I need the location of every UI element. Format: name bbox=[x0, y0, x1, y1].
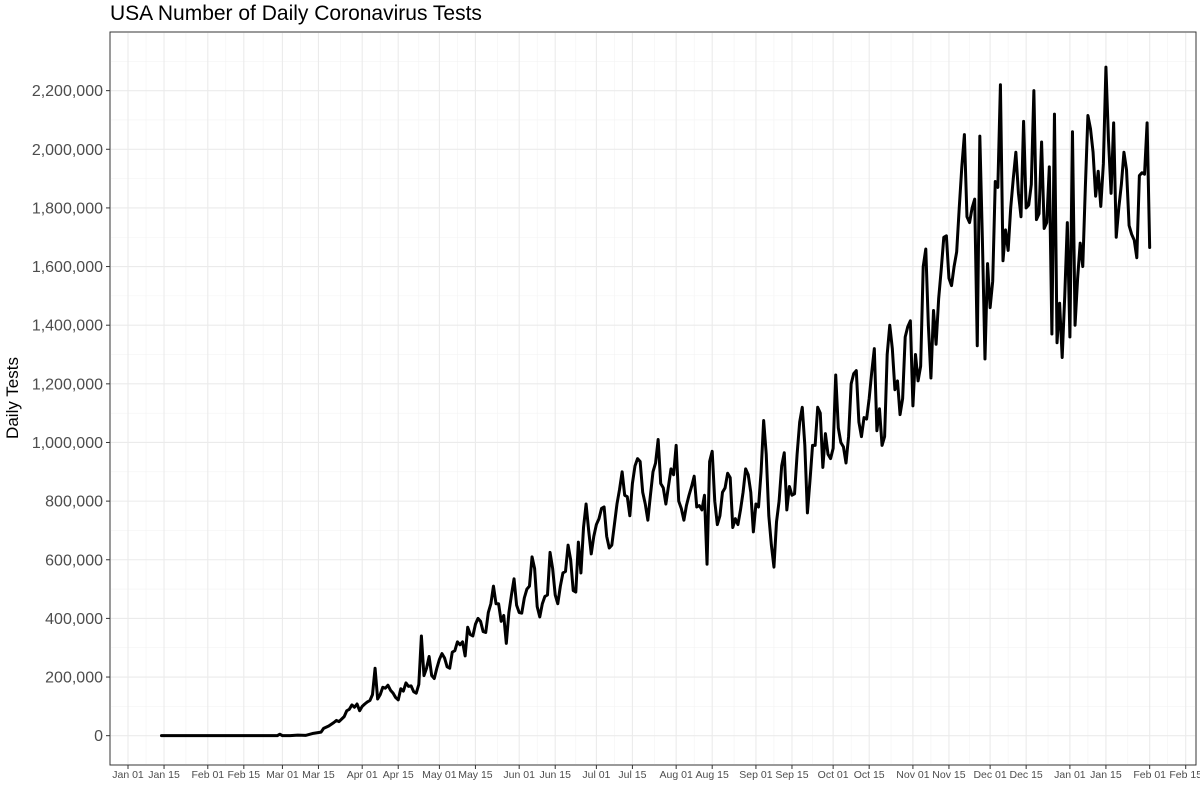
x-tick-label: Feb 15 bbox=[227, 769, 260, 781]
x-tick-label: May 15 bbox=[458, 769, 493, 781]
x-tick-label: Jan 01 bbox=[112, 769, 144, 781]
x-tick-label: Sep 15 bbox=[775, 769, 808, 781]
y-tick-label: 200,000 bbox=[45, 670, 103, 687]
series-line bbox=[159, 65, 1152, 738]
x-tick-label: Jun 15 bbox=[539, 769, 571, 781]
x-tick-label: Jan 15 bbox=[148, 769, 180, 781]
y-tick-label: 1,400,000 bbox=[32, 318, 103, 335]
x-tick-label: Jan 15 bbox=[1090, 769, 1122, 781]
x-tick-label: Feb 01 bbox=[191, 769, 224, 781]
x-tick-label: Oct 01 bbox=[818, 769, 849, 781]
x-tick-label: Mar 15 bbox=[302, 769, 335, 781]
x-tick-label: Aug 01 bbox=[660, 769, 693, 781]
y-tick-label: 1,200,000 bbox=[32, 376, 103, 393]
x-tick-label: Nov 01 bbox=[896, 769, 929, 781]
x-tick-label: Mar 01 bbox=[266, 769, 299, 781]
x-tick-label: Aug 15 bbox=[696, 769, 729, 781]
y-axis: 0 200,000 400,000 600,000 800,000 1,000,000 1,… bbox=[32, 83, 110, 745]
x-tick-label: Jan 01 bbox=[1054, 769, 1086, 781]
x-tick-label: Jul 15 bbox=[618, 769, 646, 781]
x-tick-label: Dec 01 bbox=[973, 769, 1006, 781]
y-tick-label: 400,000 bbox=[45, 611, 103, 628]
x-tick-label: Jun 01 bbox=[503, 769, 535, 781]
x-tick-label: Jul 01 bbox=[582, 769, 610, 781]
y-tick-label: 0 bbox=[94, 728, 103, 745]
grid-minor bbox=[110, 32, 1196, 765]
x-tick-label: Apr 15 bbox=[383, 769, 414, 781]
x-tick-label: May 01 bbox=[422, 769, 457, 781]
y-tick-label: 2,200,000 bbox=[32, 83, 103, 100]
chart-title: USA Number of Daily Coronavirus Tests bbox=[110, 2, 482, 25]
x-tick-label: Sep 01 bbox=[739, 769, 772, 781]
x-tick-label: Oct 15 bbox=[854, 769, 885, 781]
x-tick-label: Feb 01 bbox=[1133, 769, 1166, 781]
y-axis-title: Daily Tests bbox=[3, 357, 22, 439]
y-tick-label: 1,000,000 bbox=[32, 435, 103, 452]
x-tick-label: Feb 15 bbox=[1169, 769, 1200, 781]
y-tick-label: 2,000,000 bbox=[32, 142, 103, 159]
x-tick-label: Apr 01 bbox=[347, 769, 378, 781]
y-tick-label: 1,600,000 bbox=[32, 259, 103, 276]
grid-major bbox=[110, 32, 1196, 765]
y-tick-label: 600,000 bbox=[45, 552, 103, 569]
x-tick-label: Dec 15 bbox=[1010, 769, 1043, 781]
plot-border bbox=[109, 31, 1197, 766]
y-tick-label: 1,800,000 bbox=[32, 200, 103, 217]
y-tick-label: 800,000 bbox=[45, 494, 103, 511]
x-axis: Jan 01 Jan 15 Feb 01 Feb 15 Mar 01 Mar 15 Apr … bbox=[112, 765, 1200, 781]
x-tick-label: Nov 15 bbox=[932, 769, 965, 781]
